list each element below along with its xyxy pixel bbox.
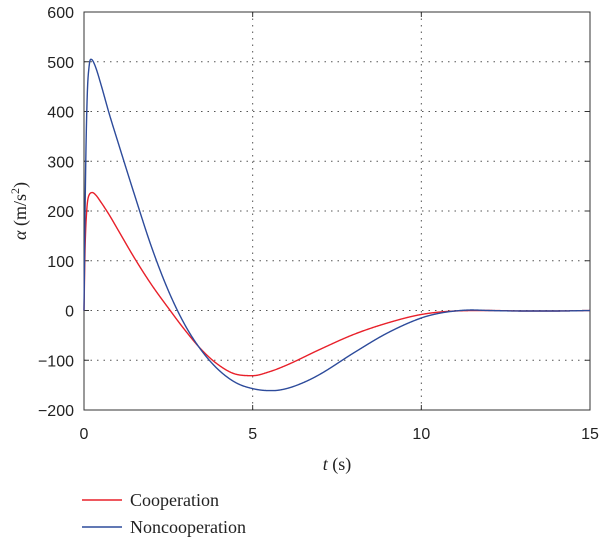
legend: Cooperation Noncooperation (82, 490, 246, 537)
y-tick-label: 400 (47, 105, 74, 122)
series-lines (83, 58, 591, 392)
y-tick-label: 300 (47, 154, 74, 171)
y-axis-label: α (m/s2) (8, 182, 31, 240)
series-line-cooperation (83, 191, 591, 377)
legend-label-noncooperation: Noncooperation (130, 517, 246, 537)
x-tick-label: 5 (248, 426, 257, 443)
y-tick-label: 100 (47, 254, 74, 271)
y-tick-label: −100 (38, 353, 74, 370)
x-tick-label: 15 (581, 426, 599, 443)
x-tick-label: 0 (80, 426, 89, 443)
y-tick-label: 0 (65, 304, 74, 321)
legend-label-cooperation: Cooperation (130, 490, 219, 510)
y-tick-label: 200 (47, 204, 74, 221)
y-tick-label: −200 (38, 403, 74, 420)
y-tick-label: 500 (47, 55, 74, 72)
x-tick-label: 10 (412, 426, 430, 443)
series-line-noncooperation (83, 58, 591, 392)
y-tick-label: 600 (47, 5, 74, 22)
y-tick-labels: 600 500 400 300 200 100 0 −100 −200 (38, 5, 74, 420)
x-axis-label: t (s) (323, 454, 352, 475)
grid-lines (84, 12, 590, 410)
x-tick-labels: 0 5 10 15 (80, 426, 599, 443)
